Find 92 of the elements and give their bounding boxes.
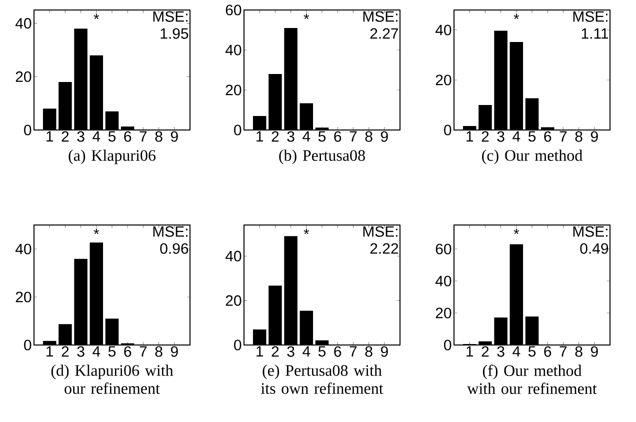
x-tick-label: 2	[482, 131, 489, 142]
annotation: *	[94, 228, 100, 234]
x-tick-label: 4	[302, 131, 310, 142]
y-tick-label: 40	[225, 250, 242, 262]
x-tick-label: 6	[124, 346, 132, 357]
y-tick-label: 40	[15, 18, 32, 29]
x-tick-label: 8	[365, 131, 372, 142]
annotation: *	[514, 228, 520, 234]
x-tick-label: 3	[77, 346, 84, 357]
x-tick-label: 5	[318, 346, 326, 357]
annotation: MSE: 1.11	[573, 11, 608, 39]
y-tick-label: 20	[16, 292, 32, 302]
x-tick-label: 5	[108, 346, 116, 357]
y-tick-label: 40	[225, 44, 242, 56]
y-tick-label: 0	[24, 340, 32, 350]
x-tick-label: 7	[140, 346, 147, 357]
x-tick-label: 8	[155, 131, 162, 142]
annotation: *	[94, 14, 100, 20]
x-tick-label: 5	[528, 346, 536, 357]
x-tick-label: 6	[124, 131, 132, 142]
x-tick-label: 3	[497, 131, 504, 142]
x-tick-label: 6	[544, 346, 552, 357]
annotation: *	[304, 228, 310, 234]
x-tick-label: 2	[272, 346, 279, 357]
y-tick-label: 20	[436, 308, 452, 318]
annotation: *	[304, 14, 310, 20]
x-tick-label: 2	[62, 346, 69, 357]
text: (c) Our method	[482, 150, 582, 164]
x-tick-label: 9	[590, 131, 598, 142]
text: (f) Our method with our refinement	[467, 364, 597, 394]
x-tick-label: 5	[318, 131, 326, 142]
x-tick-label: 1	[256, 131, 264, 142]
y-tick-label: 20	[16, 71, 32, 82]
y-tick-label: 0	[234, 124, 242, 136]
y-tick-label: 20	[226, 84, 242, 96]
x-tick-label: 3	[77, 131, 84, 142]
x-tick-label: 1	[46, 346, 54, 357]
y-tick-label: 40	[435, 276, 452, 286]
annotation: *	[514, 14, 520, 20]
x-tick-label: 5	[528, 131, 536, 142]
x-tick-label: 2	[62, 131, 69, 142]
x-tick-label: 2	[482, 346, 489, 357]
y-tick-label: 0	[24, 124, 32, 136]
x-tick-label: 1	[466, 131, 474, 142]
x-tick-label: 9	[170, 346, 178, 357]
x-tick-label: 4	[512, 346, 520, 357]
x-tick-label: 4	[512, 131, 520, 142]
y-tick-label: 60	[436, 244, 452, 254]
x-tick-label: 1	[256, 346, 264, 357]
y-tick-label: 20	[436, 74, 452, 86]
x-tick-label: 7	[350, 131, 357, 142]
annotation: MSE: 1.95	[153, 11, 188, 39]
y-tick-label: 60	[226, 4, 242, 16]
x-tick-label: 3	[287, 346, 294, 357]
x-tick-label: 7	[140, 131, 147, 142]
x-tick-label: 1	[46, 131, 54, 142]
text: (d) Klapuri06 with our refinement	[51, 364, 174, 394]
x-tick-label: 6	[544, 131, 552, 142]
annotation: MSE: 2.22	[363, 226, 398, 254]
x-tick-label: 6	[334, 131, 342, 142]
annotation: MSE: 2.27	[363, 11, 398, 39]
x-tick-label: 6	[334, 346, 342, 357]
annotation: MSE: 0.49	[573, 226, 608, 254]
x-tick-label: 9	[170, 131, 178, 142]
y-tick-label: 20	[226, 295, 242, 306]
x-tick-label: 7	[560, 346, 567, 357]
text: (a) Klapuri06	[68, 150, 156, 164]
x-tick-label: 3	[287, 131, 294, 142]
x-tick-label: 8	[365, 346, 372, 357]
x-tick-label: 5	[108, 131, 116, 142]
y-tick-label: 40	[15, 244, 32, 254]
x-tick-label: 7	[350, 346, 357, 357]
x-tick-label: 4	[92, 131, 100, 142]
x-tick-label: 4	[302, 346, 310, 357]
x-tick-label: 1	[466, 346, 474, 357]
x-tick-label: 8	[575, 346, 582, 357]
y-tick-label: 0	[234, 340, 242, 350]
y-tick-label: 0	[444, 124, 452, 136]
annotation: MSE: 0.96	[153, 226, 188, 254]
text: (b) Pertusa08	[279, 150, 365, 164]
x-tick-label: 9	[590, 346, 598, 357]
x-tick-label: 4	[92, 346, 100, 357]
x-tick-label: 7	[560, 131, 567, 142]
x-tick-label: 9	[380, 346, 388, 357]
x-tick-label: 2	[272, 131, 279, 142]
x-tick-label: 8	[575, 131, 582, 142]
y-tick-label: 0	[444, 340, 452, 350]
y-tick-label: 40	[435, 24, 452, 36]
x-tick-label: 8	[155, 346, 162, 357]
x-tick-label: 3	[497, 346, 504, 357]
x-tick-label: 9	[380, 131, 388, 142]
text: (e) Pertusa08 with its own refinement	[261, 364, 384, 394]
